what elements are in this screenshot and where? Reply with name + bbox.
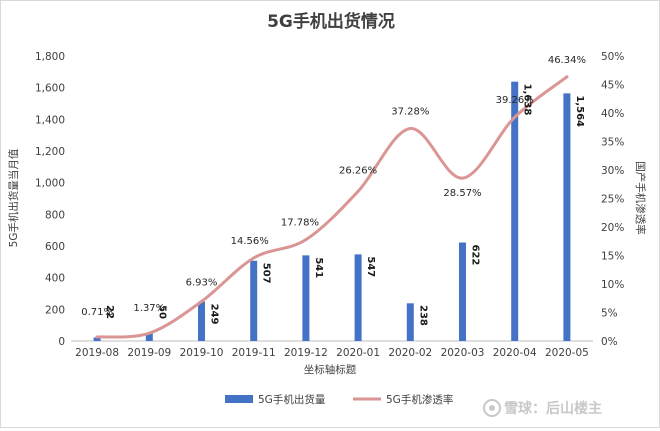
y-left-tick-label: 800 bbox=[45, 209, 65, 221]
y-left-tick-label: 1,600 bbox=[35, 83, 65, 95]
bar-value-label: 1,638 bbox=[522, 84, 533, 116]
bar bbox=[250, 260, 258, 341]
watermark: 雪球：后山楼主 bbox=[483, 399, 602, 417]
bar bbox=[459, 242, 466, 341]
y-right-tick-label: 50% bbox=[601, 51, 624, 63]
line-point bbox=[408, 127, 412, 131]
y-axis-left-title: 5G手机出货量当月值 bbox=[7, 148, 20, 247]
snowball-logo-icon bbox=[483, 399, 501, 417]
x-tick-label: 2020-01 bbox=[336, 347, 380, 359]
rate-value-label: 37.28% bbox=[391, 107, 429, 118]
line-point bbox=[304, 238, 308, 242]
legend-label-line: 5G手机渗透率 bbox=[386, 393, 453, 406]
rate-value-label: 0.71% bbox=[81, 307, 113, 318]
y-right-tick-label: 35% bbox=[601, 137, 624, 149]
y-right-tick-label: 20% bbox=[601, 222, 624, 234]
bar bbox=[354, 254, 362, 341]
bar-value-label: 22 bbox=[104, 305, 115, 319]
bar-value-label: 50 bbox=[156, 305, 167, 319]
rate-value-label: 26.26% bbox=[339, 165, 377, 176]
line-point bbox=[252, 256, 256, 260]
line-point bbox=[461, 176, 464, 180]
x-tick-label: 2020-04 bbox=[493, 347, 537, 359]
x-tick-label: 2019-11 bbox=[232, 347, 276, 359]
bar bbox=[145, 333, 153, 341]
bar-value-label: 249 bbox=[209, 304, 220, 325]
rate-value-label: 17.78% bbox=[281, 218, 319, 229]
x-tick-label: 2019-08 bbox=[75, 347, 119, 359]
penetration-rate-line bbox=[95, 75, 569, 339]
rate-value-label: 14.56% bbox=[231, 236, 269, 247]
y-right-tick-label: 15% bbox=[601, 251, 624, 263]
line-point bbox=[95, 335, 99, 339]
bar bbox=[93, 337, 101, 341]
bar bbox=[198, 301, 205, 341]
bar-value-label: 541 bbox=[313, 257, 324, 278]
y-right-tick-label: 40% bbox=[601, 108, 624, 120]
y-right-tick-label: 45% bbox=[601, 80, 624, 92]
line-point bbox=[565, 75, 569, 79]
bar-value-label: 1,564 bbox=[574, 95, 585, 127]
x-tick-label: 2020-02 bbox=[388, 347, 432, 359]
bar bbox=[511, 81, 519, 342]
bar bbox=[563, 93, 571, 341]
y-left-tick-label: 200 bbox=[45, 304, 65, 316]
legend-label-bar: 5G手机出货量 bbox=[258, 393, 326, 406]
bar-value-label: 622 bbox=[470, 245, 481, 266]
y-left-tick-label: 1,000 bbox=[35, 178, 65, 190]
y-left-tick-label: 600 bbox=[45, 241, 65, 253]
x-tick-label: 2020-03 bbox=[441, 347, 485, 359]
rate-value-label: 46.34% bbox=[548, 55, 586, 66]
line-point bbox=[147, 331, 151, 335]
bar bbox=[302, 255, 310, 341]
y-right-tick-label: 30% bbox=[601, 165, 624, 177]
watermark-text: 雪球：后山楼主 bbox=[504, 400, 602, 417]
line-point bbox=[356, 189, 360, 193]
x-tick-label: 2019-12 bbox=[284, 347, 328, 359]
y-left-tick-label: 400 bbox=[45, 273, 65, 285]
line-point bbox=[513, 115, 517, 119]
plot-area: 0 200 400 600 800 1,000 1,200 1,400 1,600 1,800 0%… bbox=[35, 51, 624, 359]
bar-value-label: 547 bbox=[365, 256, 376, 277]
line-point bbox=[200, 299, 203, 303]
legend: 5G手机出货量 5G手机渗透率 bbox=[225, 393, 453, 406]
x-tick-label: 2020-05 bbox=[545, 347, 589, 359]
x-axis-title: 坐标轴标题 bbox=[304, 363, 357, 376]
bar-value-label: 507 bbox=[261, 263, 272, 284]
y-right-tick-label: 0% bbox=[601, 336, 618, 348]
y-right-tick-label: 25% bbox=[601, 194, 624, 206]
rate-value-label: 39.26% bbox=[496, 95, 534, 106]
y-right-tick-label: 5% bbox=[601, 308, 618, 320]
rate-value-label: 28.57% bbox=[443, 188, 481, 199]
y-left-tick-label: 1,800 bbox=[35, 51, 65, 63]
chart-title: 5G手机出货情况 bbox=[267, 11, 395, 32]
y-right-tick-label: 10% bbox=[601, 279, 624, 291]
x-tick-label: 2019-09 bbox=[127, 347, 171, 359]
y-left-tick-label: 1,400 bbox=[35, 114, 65, 126]
x-tick-label: 2019-10 bbox=[180, 347, 224, 359]
rate-value-label: 1.37% bbox=[133, 303, 165, 314]
y-left-tick-label: 1,200 bbox=[35, 146, 65, 158]
rate-value-label: 6.93% bbox=[186, 277, 218, 288]
y-axis-right-title: 国产手机渗透率 bbox=[634, 161, 647, 235]
bar bbox=[406, 303, 414, 341]
bar-value-label: 238 bbox=[417, 305, 428, 326]
legend-swatch-bar bbox=[225, 395, 253, 403]
y-left-tick-label: 0 bbox=[58, 336, 65, 348]
